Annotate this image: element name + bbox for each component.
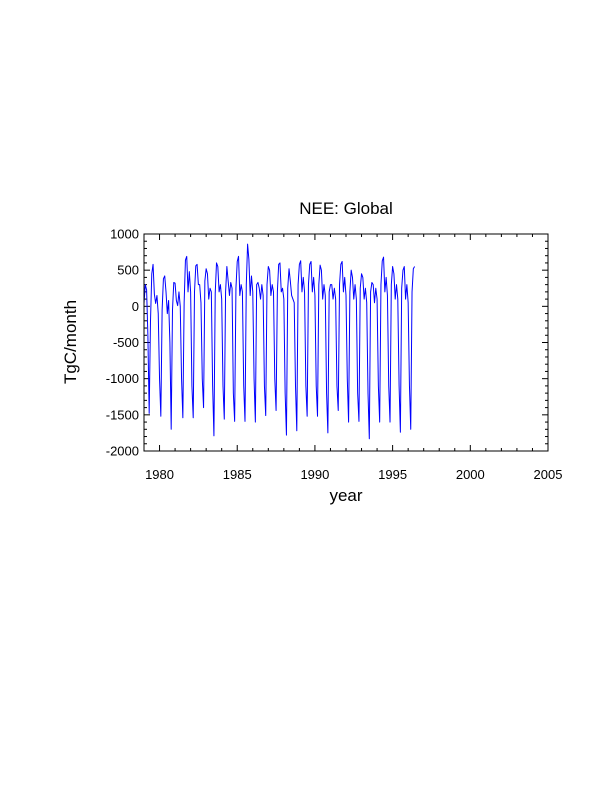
y-tick-label: 0 bbox=[132, 299, 139, 314]
x-tick-label: 2005 bbox=[534, 467, 563, 482]
y-tick-label: -1000 bbox=[106, 371, 139, 386]
x-tick-label: 1990 bbox=[300, 467, 329, 482]
axis-tick-labels: 1000 500 0 -500 -1000 -1500 -2000 1980 1985 1990 1… bbox=[106, 227, 563, 483]
x-tick-label: 2000 bbox=[456, 467, 485, 482]
y-tick-label: 1000 bbox=[110, 227, 139, 242]
x-tick-label: 1995 bbox=[378, 467, 407, 482]
y-axis-title: TgC/month bbox=[61, 300, 80, 384]
y-tick-label: -2000 bbox=[106, 444, 139, 459]
series-group bbox=[143, 243, 416, 440]
chart-title: NEE: Global bbox=[299, 199, 393, 218]
y-tick-label: 500 bbox=[117, 263, 139, 278]
y-tick-label: -1500 bbox=[106, 407, 139, 422]
x-axis-title: year bbox=[329, 486, 362, 505]
plot-frame bbox=[143, 233, 549, 452]
x-tick-label: 1985 bbox=[223, 467, 252, 482]
series-line bbox=[143, 243, 416, 440]
y-tick-label: -500 bbox=[113, 335, 139, 350]
x-tick-label: 1980 bbox=[145, 467, 174, 482]
